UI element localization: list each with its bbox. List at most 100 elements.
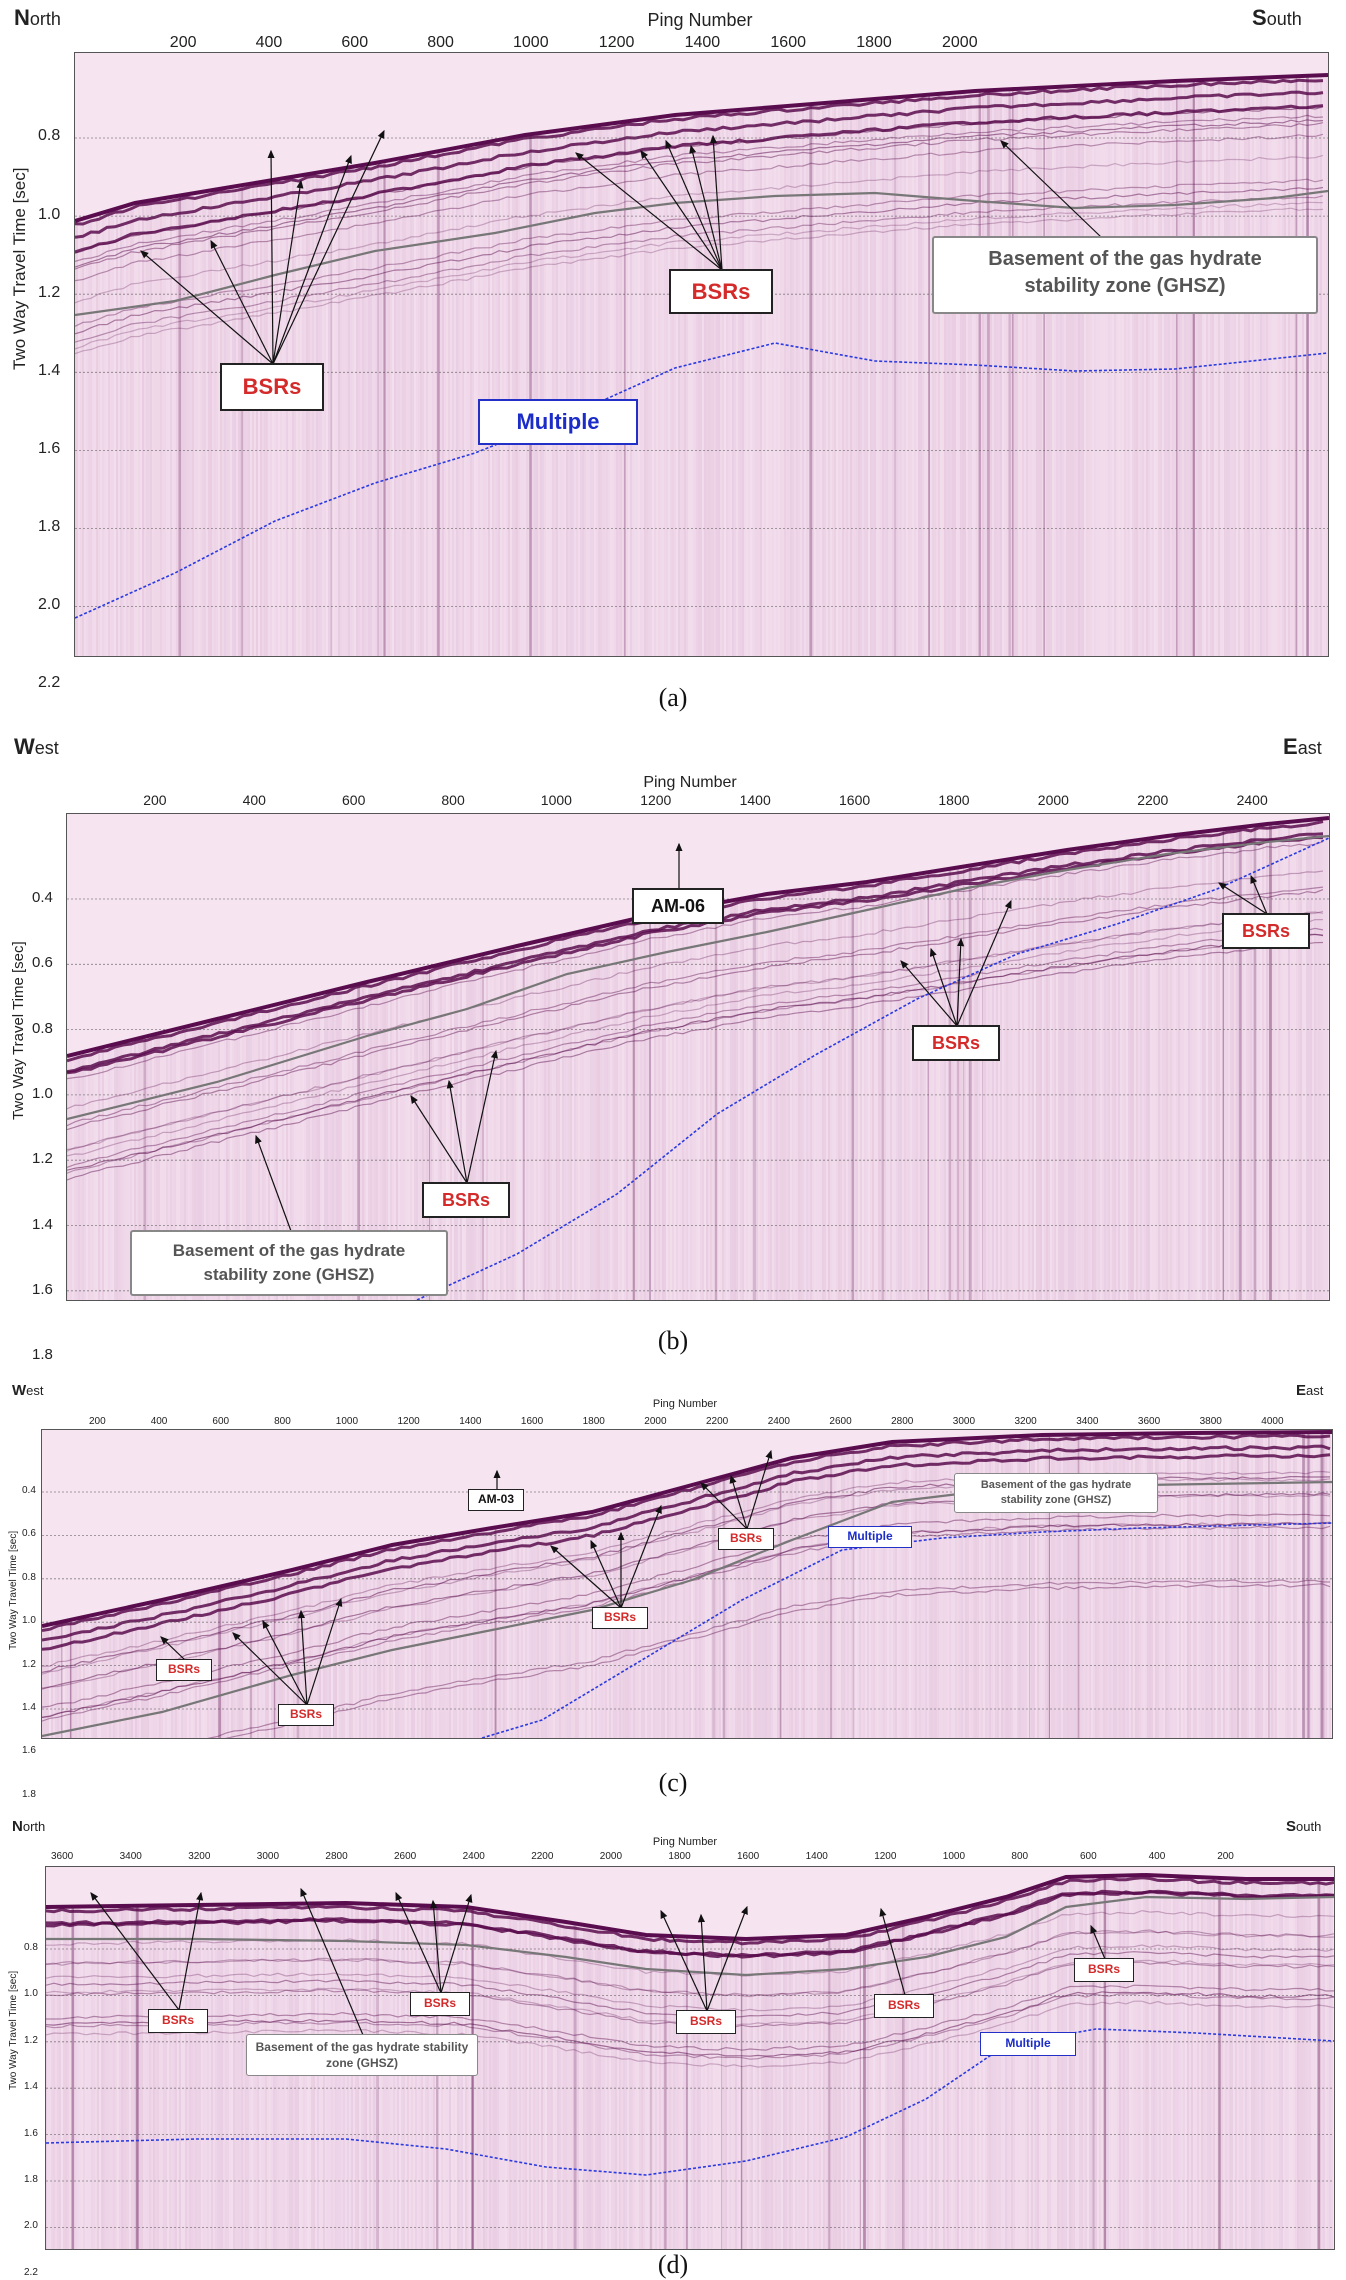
x-tick-label: 600 (1080, 1851, 1097, 1862)
x-tick-label: 1000 (335, 1416, 359, 1427)
annotation-arrow (879, 1907, 906, 1996)
x-tick-label: 2200 (706, 1416, 729, 1427)
annotation-arrow (729, 1474, 748, 1530)
x-tick-label: 2000 (599, 1851, 623, 1862)
annotation-arrow (550, 1545, 622, 1609)
x-tick-label: 1600 (770, 34, 806, 51)
annotation-arrow (956, 899, 1012, 1027)
ghsz-line (67, 834, 1329, 1121)
annotation-arrow (446, 1079, 468, 1184)
y-tick-label: 0.6 (32, 954, 53, 972)
y-tick-label: 1.0 (24, 1988, 38, 2000)
annotation-arrow (665, 139, 723, 271)
right-direction-label: East (1283, 734, 1322, 759)
multiple-line (416, 837, 1329, 1300)
seismic-traces (67, 818, 1328, 1300)
bsr-label: BSRs (220, 363, 324, 411)
x-tick-label: 1200 (598, 34, 635, 51)
y-tick-label: 1.8 (32, 1346, 53, 1364)
ghsz-line (46, 1895, 1334, 1977)
y-tick-label: 1.4 (38, 361, 61, 379)
y-tick-label: 1.8 (38, 517, 61, 535)
y-tick-label: 1.2 (38, 283, 61, 301)
multiple-label: Multiple (828, 1526, 912, 1548)
annotation-arrow (1000, 140, 1102, 238)
annotation-arrow (746, 1449, 773, 1530)
seismic-section (45, 1866, 1335, 2250)
y-tick-label: 1.6 (32, 1280, 53, 1298)
x-tick-label: 2800 (325, 1851, 348, 1862)
panel-caption: (d) (657, 2250, 689, 2279)
x-tick-label: 800 (274, 1416, 291, 1427)
annotation-arrow (466, 1049, 498, 1184)
y-tick-label: 1.2 (24, 2034, 38, 2046)
y-tick-label: 1.0 (38, 205, 61, 223)
x-tick-label: 3000 (256, 1851, 280, 1862)
x-tick-label: 2400 (462, 1851, 485, 1862)
y-tick-label: 1.6 (38, 439, 61, 457)
bsr-label: BSRs (669, 269, 773, 314)
y-tick-label: 2.2 (38, 674, 61, 692)
panel-d: North South Ping Number 3600 3400 3200 3000… (0, 1810, 1346, 2279)
right-direction-label: South (1252, 5, 1302, 30)
x-tick-label: 400 (255, 34, 283, 51)
x-tick-label: 1400 (684, 34, 721, 51)
annotation-arrow (178, 1891, 204, 2011)
ghsz-label: Basement of the gas hydrate stability zo… (130, 1230, 448, 1296)
bsr-label: BSRs (718, 1528, 774, 1550)
seismic-profile-svg (46, 1872, 1334, 2249)
seismic-profile-svg (75, 73, 1328, 656)
x-tick-label: 400 (242, 792, 266, 808)
seafloor-reflector (67, 816, 1329, 1058)
annotation-arrow (297, 1609, 308, 1706)
seismic-traces (75, 75, 1328, 656)
right-direction-label: East (1296, 1382, 1324, 1399)
left-direction-label: North (14, 5, 61, 30)
seafloor-reflector (46, 1872, 1334, 1942)
annotation-arrow (272, 179, 304, 365)
x-tick-label: 1200 (874, 1851, 897, 1862)
x-tick-label: 1600 (839, 792, 871, 808)
bsr-label: BSRs (874, 1994, 934, 2018)
y-tick-label: 1.4 (24, 2081, 38, 2093)
annotation-arrow (689, 144, 723, 271)
annotation-arrows (255, 842, 1268, 1232)
y-axis-title: Two Way Travel Time [sec] (10, 941, 27, 1120)
panel-caption: (a) (658, 683, 688, 712)
bsr-label: BSRs (912, 1025, 1000, 1061)
seismic-section (74, 52, 1329, 657)
x-tick-label: 200 (1217, 1851, 1234, 1862)
y-tick-label: 0.8 (38, 127, 61, 145)
annotation-arrow (262, 1619, 308, 1706)
x-tick-label: 1800 (668, 1851, 691, 1862)
annotation-arrow (440, 1893, 473, 1994)
x-tick-label: 400 (1148, 1851, 1166, 1862)
annotation-arrow (140, 250, 274, 365)
x-axis-title: Ping Number (643, 774, 737, 791)
x-tick-label: 3400 (1076, 1416, 1099, 1427)
x-tick-label: 2600 (394, 1851, 417, 1862)
bsr-label: BSRs (148, 2009, 208, 2033)
ghsz-line (75, 189, 1328, 317)
x-tick-label: 2400 (1236, 792, 1268, 808)
annotation-arrow (620, 1504, 662, 1609)
annotation-arrow (210, 239, 274, 365)
y-tick-label: 1.0 (32, 1084, 53, 1102)
y-tick-label: 0.4 (22, 1485, 36, 1496)
annotation-arrow (640, 150, 723, 271)
y-axis-title: Two Way Travel Time [sec] (8, 1970, 19, 2090)
x-tick-label: 600 (341, 34, 369, 51)
x-tick-label: 1200 (640, 792, 672, 808)
y-tick-label: 1.8 (22, 1788, 36, 1800)
site-label-am06: AM-06 (632, 888, 724, 924)
annotation-arrow (272, 154, 352, 365)
y-tick-label: 2.0 (38, 596, 61, 613)
gridlines (46, 1948, 1334, 2228)
annotation-arrows (90, 1887, 1106, 2036)
x-tick-label: 1400 (805, 1851, 828, 1862)
y-axis-title: Two Way Travel Time [sec] (8, 1530, 19, 1650)
annotation-arrow (1090, 1924, 1106, 1960)
annotation-arrow (90, 1892, 180, 2011)
x-tick-label: 2200 (1137, 792, 1169, 808)
x-tick-label: 600 (212, 1416, 230, 1427)
